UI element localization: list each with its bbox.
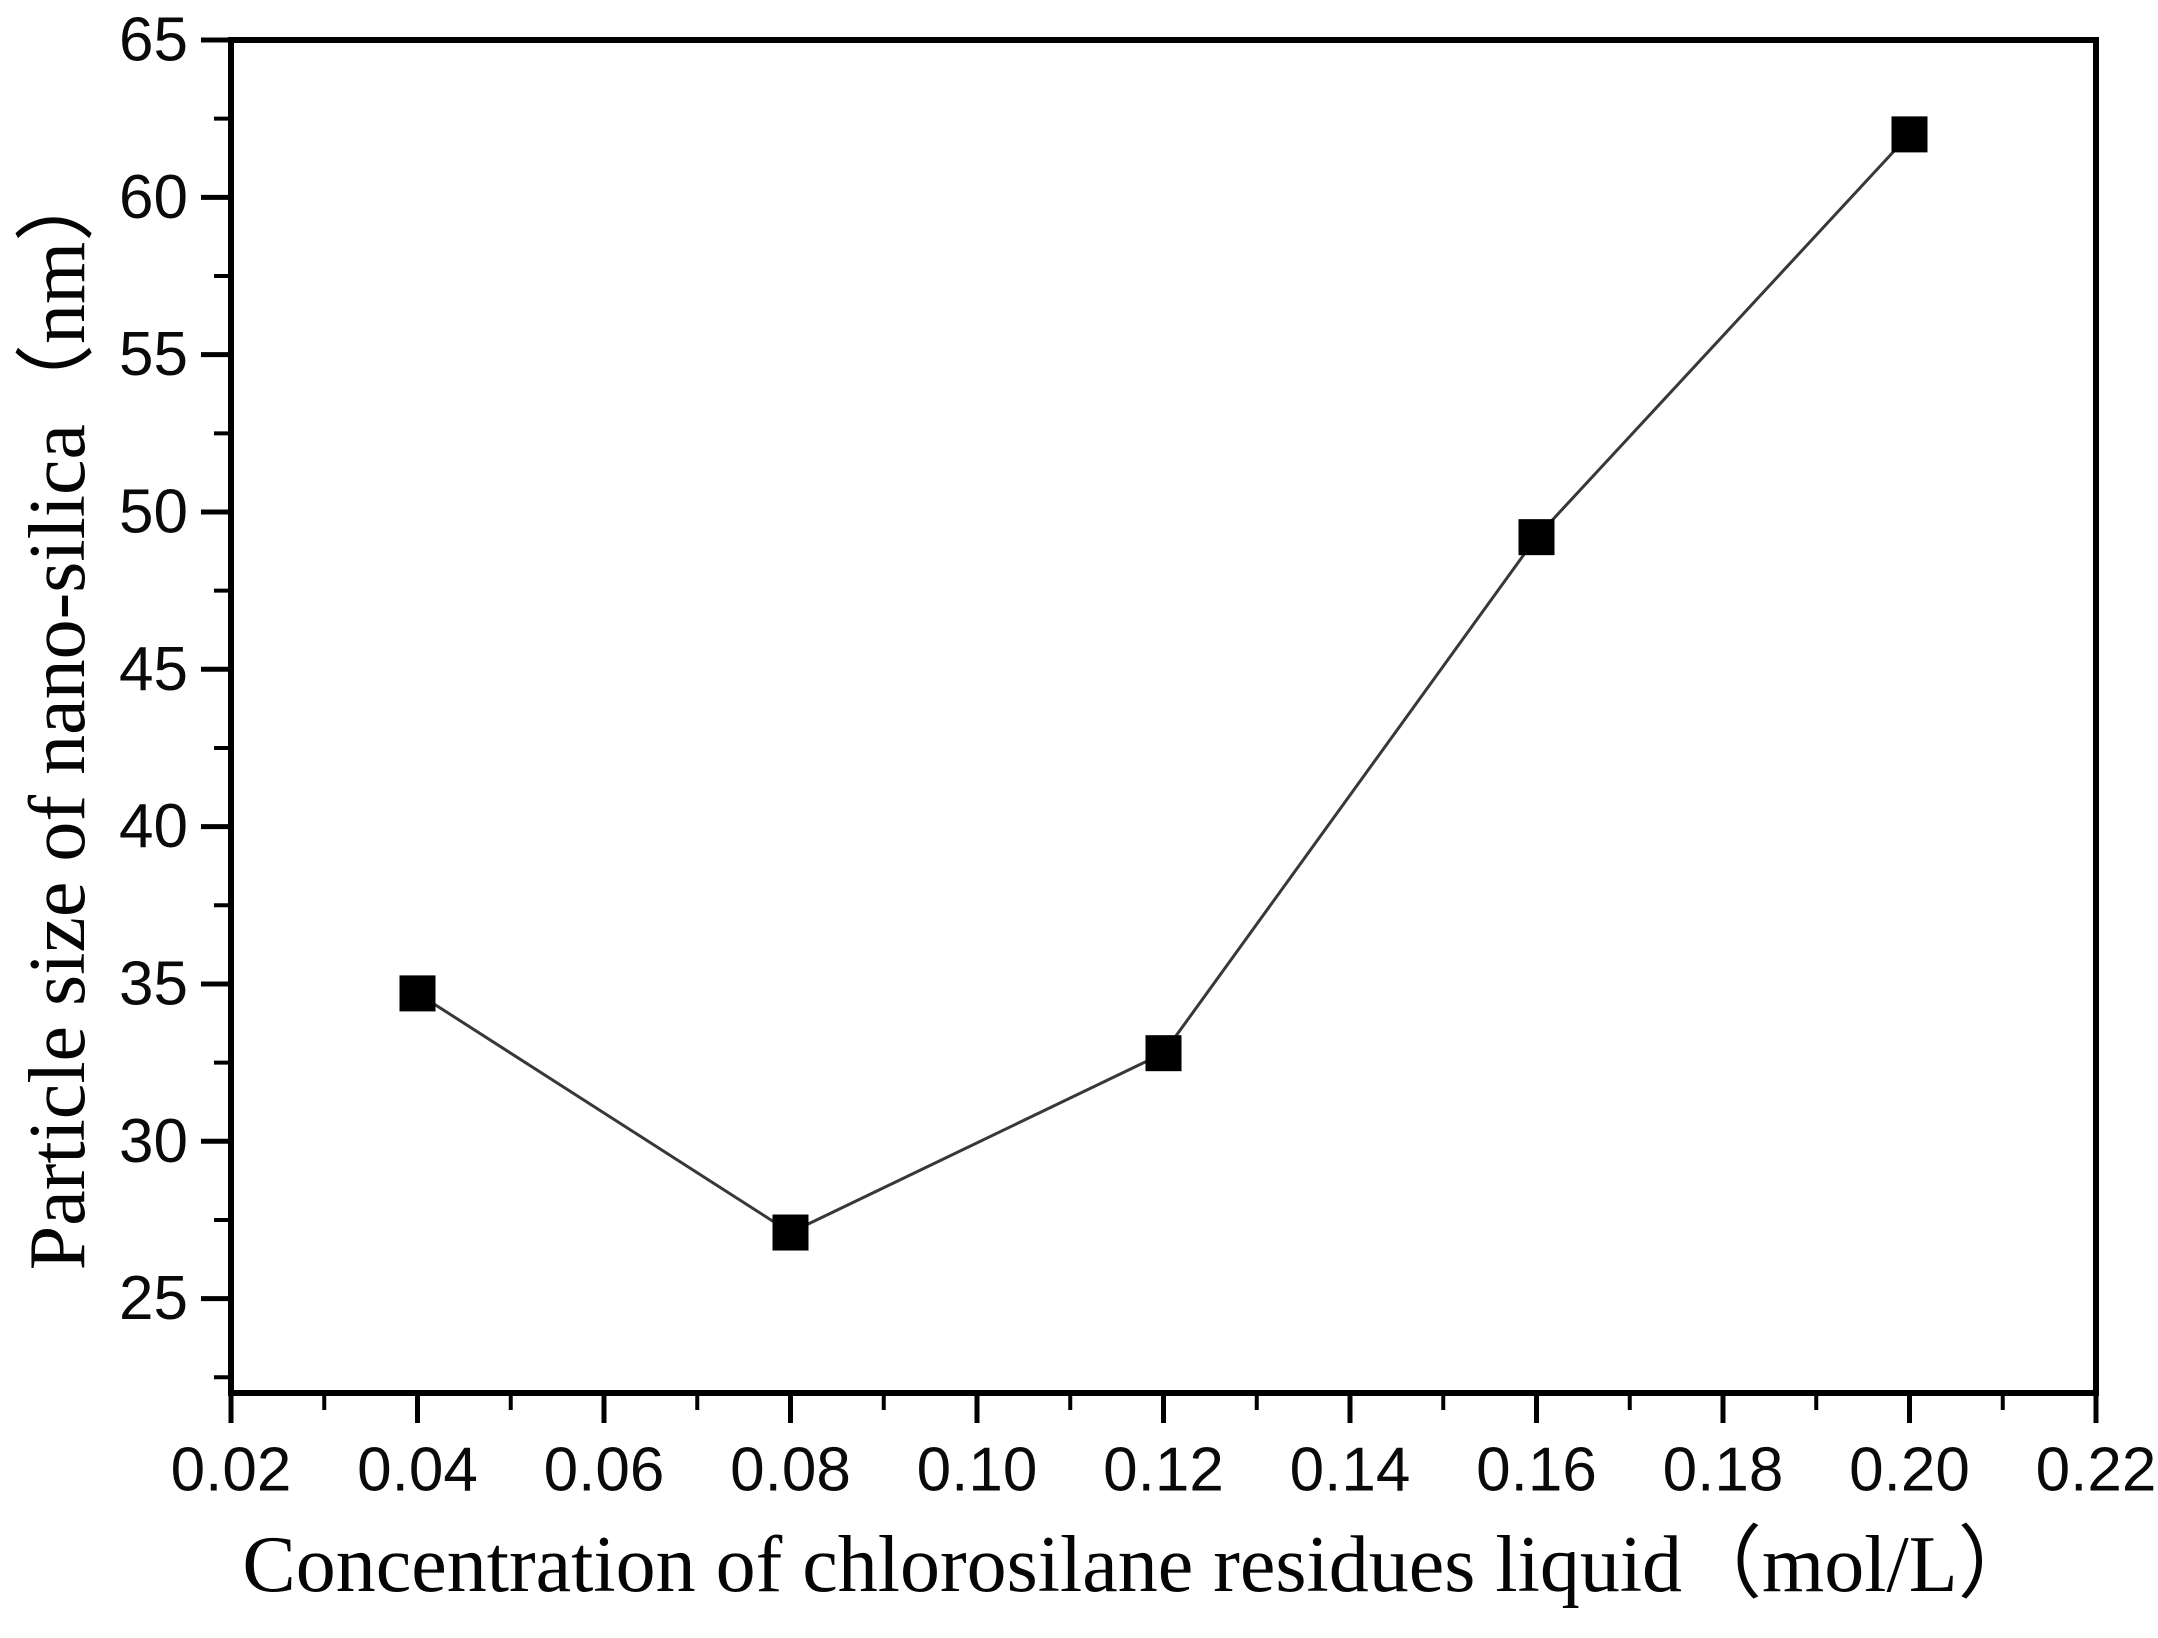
data-point-marker — [1145, 1035, 1182, 1072]
y-tick-label: 45 — [119, 635, 188, 704]
x-tick-label: 0.02 — [171, 1436, 292, 1505]
y-tick-label: 25 — [119, 1264, 188, 1333]
y-tick-label: 55 — [119, 320, 188, 389]
x-tick-label: 0.06 — [544, 1436, 665, 1505]
x-tick-label: 0.22 — [2036, 1436, 2157, 1505]
x-tick-label: 0.12 — [1103, 1436, 1224, 1505]
x-tick-label: 0.18 — [1663, 1436, 1784, 1505]
x-tick-label: 0.16 — [1476, 1436, 1597, 1505]
plot-area: 0.02 0.04 0.06 0.08 0.10 0.12 0.14 0.16 0.18 0.20… — [119, 6, 2156, 1505]
x-tick-label: 0.04 — [357, 1436, 478, 1505]
y-tick-label: 65 — [119, 6, 188, 75]
data-point-marker — [399, 975, 436, 1012]
plot-border — [228, 37, 2099, 1396]
x-tick-label: 0.08 — [730, 1436, 851, 1505]
x-tick-label: 0.14 — [1290, 1436, 1411, 1505]
y-tick-label: 35 — [119, 949, 188, 1018]
y-tick-label: 40 — [119, 792, 188, 861]
y-tick-label: 30 — [119, 1107, 188, 1176]
x-axis-title: Concentration of chlorosilane residues l… — [242, 1521, 2037, 1609]
x-tick-label: 0.20 — [1849, 1436, 1970, 1505]
y-tick-label: 60 — [119, 163, 188, 232]
data-point-marker — [1518, 519, 1555, 556]
data-point-marker — [1891, 116, 1928, 153]
x-tick-label: 0.10 — [917, 1436, 1038, 1505]
y-axis-title: Particle size of nano-silica（nm） — [14, 162, 102, 1271]
y-tick-label: 50 — [119, 477, 188, 546]
data-point-marker — [772, 1214, 809, 1251]
